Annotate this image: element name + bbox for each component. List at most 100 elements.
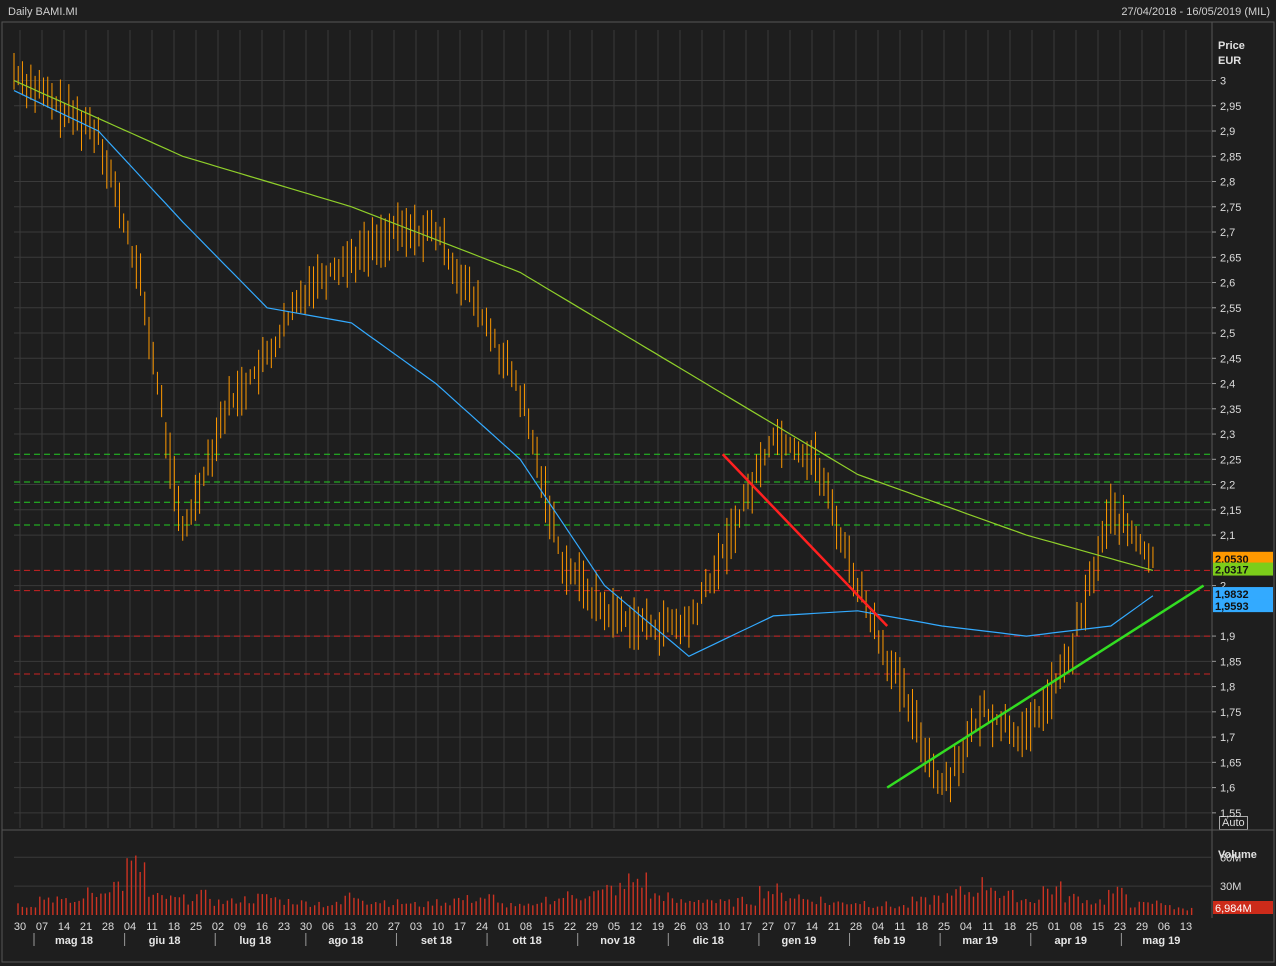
price-tick-label: 2,15 xyxy=(1220,505,1241,517)
day-tick-label: 18 xyxy=(168,921,180,933)
date-range: 27/04/2018 - 16/05/2019 (MIL) xyxy=(1121,6,1270,18)
price-tick-label: 2,95 xyxy=(1220,101,1241,113)
day-tick-label: 11 xyxy=(982,921,993,933)
day-tick-label: 14 xyxy=(58,921,70,933)
day-tick-label: 15 xyxy=(542,921,554,933)
price-tick-label: 2,8 xyxy=(1220,177,1235,189)
price-tick-label: 2,5 xyxy=(1220,328,1235,340)
day-tick-label: 04 xyxy=(124,921,136,933)
month-label: gen 19 xyxy=(781,935,816,947)
price-tick-label: 2,55 xyxy=(1220,303,1241,315)
green-trendline xyxy=(886,584,1205,789)
price-tick-label: 2,6 xyxy=(1220,278,1235,290)
day-tick-label: 02 xyxy=(212,921,224,933)
month-label: lug 18 xyxy=(239,935,271,947)
month-label: feb 19 xyxy=(874,935,906,947)
value-label-text: 1,9832 xyxy=(1215,589,1249,601)
price-tick-label: 1,7 xyxy=(1220,732,1235,744)
price-tick-label: 2,1 xyxy=(1220,530,1235,542)
value-label-text: 1,9593 xyxy=(1215,601,1249,613)
month-label: mar 19 xyxy=(962,935,997,947)
value-label-box xyxy=(1213,551,1273,565)
day-tick-label: 21 xyxy=(828,921,840,933)
month-label: giu 18 xyxy=(149,935,181,947)
month-label: ott 18 xyxy=(512,935,541,947)
volume-value-label: 6,984M xyxy=(1215,903,1252,915)
day-tick-label: 28 xyxy=(850,921,862,933)
day-tick-label: 04 xyxy=(960,921,972,933)
value-label-box xyxy=(1213,599,1273,613)
day-tick-label: 23 xyxy=(278,921,290,933)
price-tick-label: 2,35 xyxy=(1220,404,1241,416)
day-tick-label: 10 xyxy=(432,921,444,933)
moving-average-long-line xyxy=(13,79,1154,571)
day-tick-label: 27 xyxy=(388,921,400,933)
day-tick-label: 18 xyxy=(916,921,928,933)
volume-tick-label: 60M xyxy=(1220,852,1241,864)
price-tick-label: 2,25 xyxy=(1220,454,1241,466)
price-tick-label: 3 xyxy=(1220,76,1226,88)
day-tick-label: 08 xyxy=(520,921,532,933)
month-label: dic 18 xyxy=(693,935,724,947)
day-tick-label: 29 xyxy=(1136,921,1148,933)
chart-frame xyxy=(1,21,1275,963)
day-tick-label: 11 xyxy=(894,921,905,933)
price-tick-label: 1,85 xyxy=(1220,656,1241,668)
day-tick-label: 07 xyxy=(784,921,796,933)
value-label-box xyxy=(1213,562,1273,576)
price-tick-label: 2,85 xyxy=(1220,151,1241,163)
day-tick-label: 05 xyxy=(608,921,620,933)
volume-value-box xyxy=(1213,901,1273,914)
volume-axis-label: Volume xyxy=(1218,849,1257,861)
price-tick-label: 2,65 xyxy=(1220,252,1241,264)
price-tick-label: 2,3 xyxy=(1220,429,1235,441)
month-label: nov 18 xyxy=(600,935,635,947)
price-tick-label: 2,9 xyxy=(1220,126,1235,138)
day-tick-label: 15 xyxy=(1092,921,1104,933)
day-tick-label: 29 xyxy=(586,921,598,933)
value-label-text: 2,0317 xyxy=(1215,565,1249,577)
day-tick-label: 30 xyxy=(300,921,312,933)
day-tick-label: 04 xyxy=(872,921,884,933)
day-tick-label: 27 xyxy=(762,921,774,933)
day-tick-label: 09 xyxy=(234,921,246,933)
day-tick-label: 21 xyxy=(80,921,92,933)
day-tick-label: 08 xyxy=(1070,921,1082,933)
volume-tick-label: 30M xyxy=(1220,881,1241,893)
day-tick-label: 25 xyxy=(190,921,202,933)
day-tick-label: 12 xyxy=(630,921,642,933)
day-tick-label: 17 xyxy=(454,921,466,933)
day-tick-label: 20 xyxy=(366,921,378,933)
day-tick-label: 06 xyxy=(322,921,334,933)
day-tick-label: 23 xyxy=(1114,921,1126,933)
day-tick-label: 01 xyxy=(498,921,510,933)
day-tick-label: 28 xyxy=(102,921,114,933)
price-tick-label: 1,55 xyxy=(1220,808,1241,820)
day-tick-label: 07 xyxy=(36,921,48,933)
month-label: ago 18 xyxy=(328,935,363,947)
day-tick-label: 17 xyxy=(740,921,752,933)
price-tick-label: 2 xyxy=(1220,581,1226,593)
day-tick-label: 14 xyxy=(806,921,818,933)
month-label: mag 19 xyxy=(1142,935,1180,947)
day-tick-label: 13 xyxy=(344,921,356,933)
value-label-box xyxy=(1213,587,1273,601)
day-tick-label: 11 xyxy=(146,921,157,933)
day-tick-label: 18 xyxy=(1004,921,1016,933)
day-tick-label: 03 xyxy=(410,921,422,933)
day-tick-label: 26 xyxy=(674,921,686,933)
day-tick-label: 30 xyxy=(14,921,26,933)
price-tick-label: 2,4 xyxy=(1220,379,1235,391)
price-tick-label: 1,9 xyxy=(1220,631,1235,643)
price-axis-label: Price xyxy=(1218,40,1245,52)
price-tick-label: 2,7 xyxy=(1220,227,1235,239)
price-tick-label: 1,8 xyxy=(1220,682,1235,694)
day-tick-label: 16 xyxy=(256,921,268,933)
day-tick-label: 10 xyxy=(718,921,730,933)
price-tick-label: 2,2 xyxy=(1220,480,1235,492)
price-tick-label: 2,45 xyxy=(1220,353,1241,365)
day-tick-label: 19 xyxy=(652,921,664,933)
day-tick-label: 25 xyxy=(938,921,950,933)
price-tick-label: 1,75 xyxy=(1220,707,1241,719)
